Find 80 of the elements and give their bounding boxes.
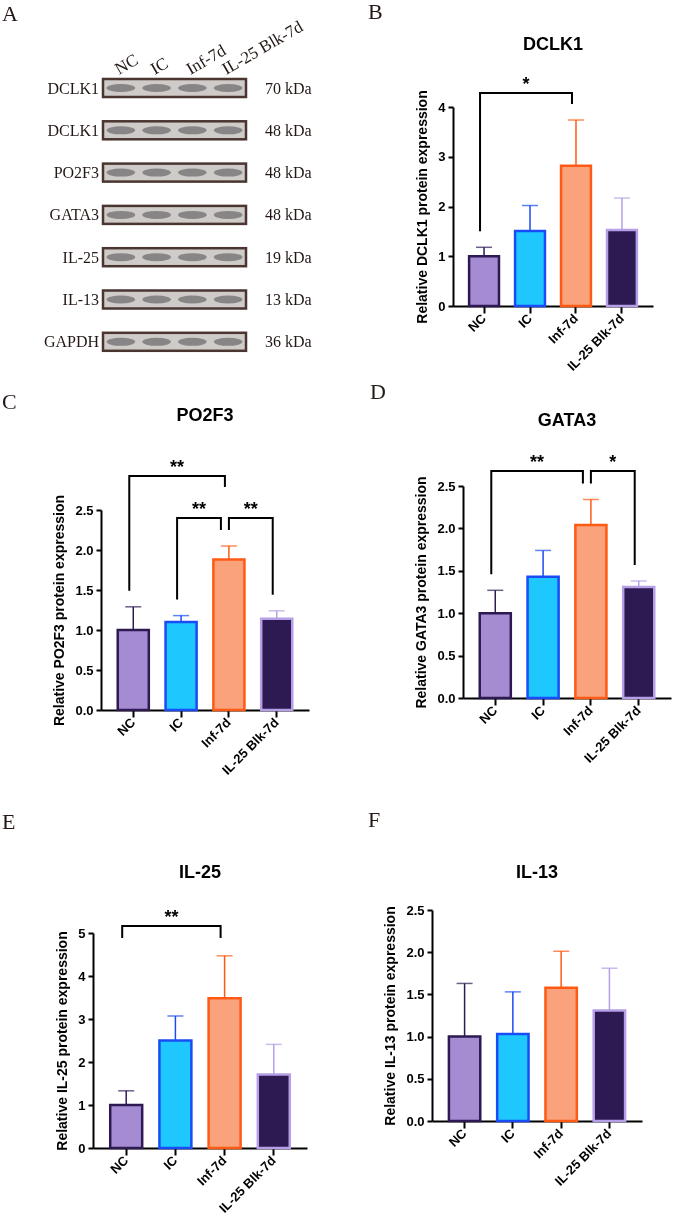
x-tick-label: IC — [166, 714, 187, 735]
category-label: IL-13 — [62, 291, 99, 308]
y-tick-label: 0.0 — [406, 1113, 425, 1129]
x-tick-label: NC — [445, 1125, 470, 1150]
chart-title: DCLK1 — [522, 33, 584, 54]
y-tick-label: 4 — [438, 99, 447, 115]
annotation: ** — [191, 499, 207, 519]
text: D — [370, 379, 386, 404]
y-tick-label: 2 — [78, 1054, 86, 1070]
y-tick-label: 1 — [438, 248, 446, 264]
x-tick-label: IC — [160, 1152, 181, 1173]
chart-title: GATA3 — [537, 409, 597, 430]
category-label: 70 kDa — [265, 79, 312, 97]
category-label: DCLK1 — [47, 79, 99, 97]
category-label: GAPDH — [43, 333, 99, 351]
category-label: NC — [111, 50, 142, 79]
y-tick-label: 1 — [78, 1097, 86, 1113]
y-axis-title: Relative GATA3 protein expression — [413, 476, 430, 709]
y-axis-title: Relative PO2F3 protein expression — [51, 494, 68, 727]
y-tick-label: 3 — [438, 149, 446, 165]
y-tick-label: 1.5 — [406, 986, 425, 1002]
text: ** — [170, 457, 185, 477]
bar — [621, 585, 656, 700]
category-label: GATA3 — [49, 206, 99, 224]
x-tick-label: IC — [515, 310, 536, 331]
y-tick-label: 2.0 — [437, 520, 456, 536]
y-tick-label: 1.5 — [437, 563, 456, 579]
x-tick-label: IC — [498, 1125, 519, 1146]
y-tick-label: 5 — [78, 925, 86, 941]
x-tick-label: NC — [114, 714, 139, 739]
text: * — [522, 74, 530, 94]
category-label: 36 kDa — [265, 333, 312, 351]
y-axis-title: Relative DCLK1 protein expression — [414, 90, 431, 324]
y-tick-label: 0.5 — [406, 1071, 425, 1087]
bar — [164, 620, 198, 712]
category-label: 48 kDa — [265, 206, 312, 224]
y-tick-label: 1.0 — [75, 622, 94, 638]
category-label: IC — [147, 53, 172, 79]
y-tick-label: 3 — [78, 1011, 86, 1027]
category-label: 48 kDa — [265, 164, 312, 182]
y-tick-label: 2.5 — [406, 902, 425, 918]
x-tick-label: NC — [465, 310, 490, 335]
y-tick-label: 0 — [78, 1140, 86, 1156]
category-label: DCLK1 — [47, 121, 99, 139]
y-tick-label: 1.0 — [406, 1029, 425, 1045]
text: ** — [164, 907, 179, 927]
x-tick-label: IC — [528, 702, 549, 723]
y-tick-label: 2.5 — [75, 502, 94, 518]
text: E — [2, 809, 16, 834]
y-tick-label: 0.0 — [437, 690, 456, 706]
y-tick-label: 0.5 — [75, 662, 94, 678]
text: B — [368, 0, 383, 24]
annotation: ** — [243, 499, 258, 519]
category-label: 19 kDa — [265, 248, 312, 266]
y-tick-label: 2.0 — [75, 542, 94, 558]
chart-title: IL-25 — [178, 862, 222, 882]
category-label: 48 kDa — [265, 121, 312, 139]
y-tick-label: 2 — [438, 199, 446, 214]
category-label: PO2F3 — [53, 164, 99, 182]
text: ** — [530, 452, 545, 472]
y-tick-label: 4 — [78, 968, 87, 984]
x-tick-label: NC — [107, 1152, 132, 1177]
category-label: 13 kDa — [265, 291, 312, 308]
y-tick-label: 0 — [438, 298, 446, 314]
y-tick-label: 0.0 — [75, 702, 94, 718]
y-tick-label: 2.5 — [437, 478, 456, 494]
y-axis-title: Relative IL-25 protein expression — [54, 931, 71, 1151]
text: F — [368, 807, 381, 832]
chart-title: IL-13 — [515, 862, 559, 882]
y-axis-title: Relative IL-13 protein expression — [382, 906, 399, 1126]
text: C — [2, 389, 17, 414]
y-tick-label: 2.0 — [406, 944, 425, 960]
text: A — [2, 1, 18, 26]
y-tick-label: 1.0 — [437, 605, 456, 621]
category-label: IL-25 — [62, 248, 99, 266]
y-tick-label: 1.5 — [75, 582, 94, 598]
chart-title: PO2F3 — [176, 405, 234, 426]
x-tick-label: NC — [476, 702, 501, 727]
y-tick-label: 0.5 — [437, 648, 456, 664]
text: * — [609, 452, 617, 472]
